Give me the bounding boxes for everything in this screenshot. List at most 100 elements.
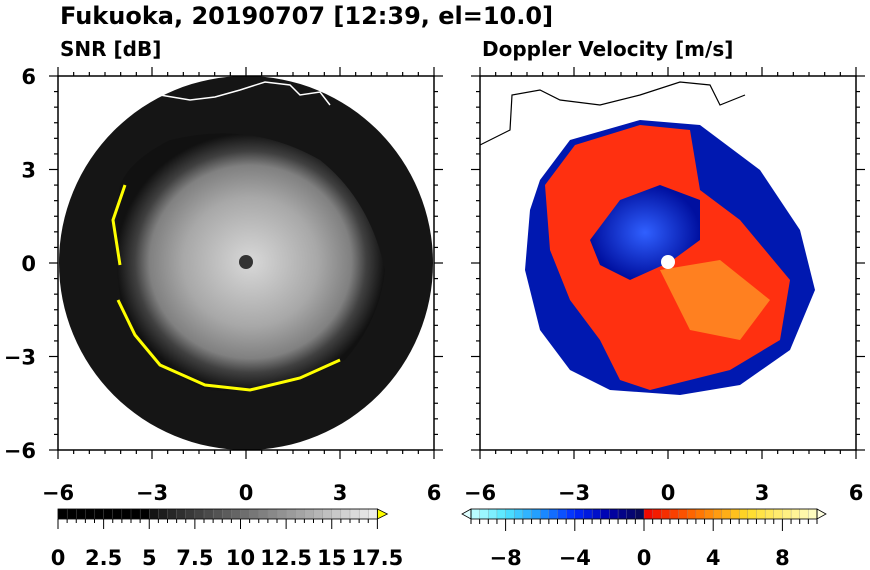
doppler-negative-core [590,185,700,280]
velocity-colorbar-label: 8 [775,546,790,570]
y-tick-label: 0 [21,252,36,276]
velocity-colorbar-cell [739,508,749,520]
snr-colorbar-label: 7.5 [176,546,213,570]
y-tick-label: −6 [4,439,36,463]
velocity-colorbar-cell [505,508,515,520]
snr-colorbar-cell [322,508,333,520]
velocity-colorbar-under-arrow [461,508,472,520]
snr-colorbar-cell [212,508,223,520]
velocity-colorbar-cell [652,508,662,520]
velocity-colorbar-cell [730,508,740,520]
velocity-colorbar-cell [713,508,723,520]
snr-colorbar-cell [331,508,342,520]
doppler-plot-area [480,81,815,395]
velocity-colorbar-cell [609,508,619,520]
snr-colorbar-cell [349,508,360,520]
snr-colorbar-cell [121,508,132,520]
snr-colorbar-cell [276,508,287,520]
velocity-colorbar-cell [756,508,766,520]
doppler-strong-positive [660,260,770,340]
velocity-colorbar-cell [808,508,818,520]
velocity-colorbar-cell [566,508,576,520]
velocity-colorbar-cell [704,508,714,520]
velocity-colorbar-cell [488,508,498,520]
snr-colorbar-label: 5 [142,546,157,570]
snr-colorbar-cell [358,508,369,520]
snr-colorbar-cell [185,508,196,520]
snr-colorbar-extend-arrow [376,508,389,520]
velocity-colorbar-cell [479,508,489,520]
snr-panel-title: SNR [dB] [60,37,161,61]
snr-colorbar-cell [267,508,278,520]
x-tick-label: −3 [558,481,590,505]
velocity-colorbar-cell [799,508,809,520]
velocity-colorbar-cell [522,508,533,520]
x-tick-label: 0 [661,481,676,505]
x-tick-label: 3 [333,481,348,505]
velocity-colorbar-cell [470,508,481,520]
snr-colorbar-label: 2.5 [85,546,122,570]
velocity-colorbar-cell [782,508,792,520]
snr-colorbar-cell [194,508,205,520]
y-tick-label: 6 [21,65,36,89]
velocity-colorbar-label: −4 [559,546,591,570]
snr-colorbar-label: 17.5 [351,546,403,570]
snr-colorbar-cell [158,508,168,520]
velocity-colorbar-label: −8 [489,546,521,570]
velocity-colorbar-cell [617,508,628,520]
velocity-colorbar-cell [764,508,775,520]
snr-colorbar-cell [313,508,324,520]
snr-colorbar-cell [94,508,105,520]
velocity-colorbar-cell [661,508,671,520]
snr-high-values [111,184,341,392]
snr-colorbar-label: 12.5 [260,546,312,570]
snr-colorbar-cell [139,508,150,520]
snr-radar-center [239,255,253,269]
x-tick-label: −3 [136,481,168,505]
x-tick-label: −6 [42,481,74,505]
snr-colorbar-cell [258,508,269,520]
x-tick-label: 3 [755,481,770,505]
velocity-colorbar-cell [721,508,731,520]
snr-colorbar-cell [176,508,187,520]
snr-colorbar-cell [340,508,351,520]
snr-coastline [159,81,331,106]
snr-colorbar-cell [203,508,214,520]
velocity-colorbar-cell [583,508,593,520]
doppler-panel-title: Doppler Velocity [m/s] [482,37,733,61]
velocity-colorbar-cell [540,508,550,520]
velocity-colorbar-cell [557,508,567,520]
figure-title: Fukuoka, 20190707 [12:39, el=10.0] [60,2,553,30]
snr-colorbar-label: 10 [226,546,255,570]
velocity-colorbar-cell [574,508,584,520]
snr-colorbar-cell [76,508,86,520]
velocity-colorbar-cell [687,508,697,520]
snr-colorbar-cell [304,508,314,520]
velocity-colorbar-label: 0 [637,546,652,570]
snr-colorbar-cell [249,508,260,520]
snr-colorbar-cell [57,508,68,520]
snr-colorbar-label: 15 [317,546,346,570]
velocity-colorbar-cell [514,508,524,520]
x-tick-label: 6 [427,481,442,505]
snr-colorbar-cell [149,508,159,520]
velocity-colorbar-cell [591,508,602,520]
snr-colorbar-frame [57,508,378,520]
velocity-colorbar-cell [773,508,783,520]
snr-colorbar-cell [222,508,232,520]
x-tick-label: −6 [464,481,496,505]
snr-colorbar-cell [112,508,123,520]
doppler-coastline [480,81,746,146]
snr-colorbar-cell [295,508,305,520]
velocity-colorbar-cell [496,508,507,520]
snr-colorbar-cell [240,508,251,520]
snr-colorbar-cell [66,508,77,520]
snr-colorbar-label: 0 [51,546,66,570]
velocity-colorbar-cell [635,508,645,520]
velocity-colorbar-cell [669,508,680,520]
velocity-colorbar-cell [626,508,636,520]
snr-colorbar-cell [167,508,178,520]
velocity-colorbar-over-arrow [816,508,827,520]
velocity-colorbar-cell [600,508,610,520]
